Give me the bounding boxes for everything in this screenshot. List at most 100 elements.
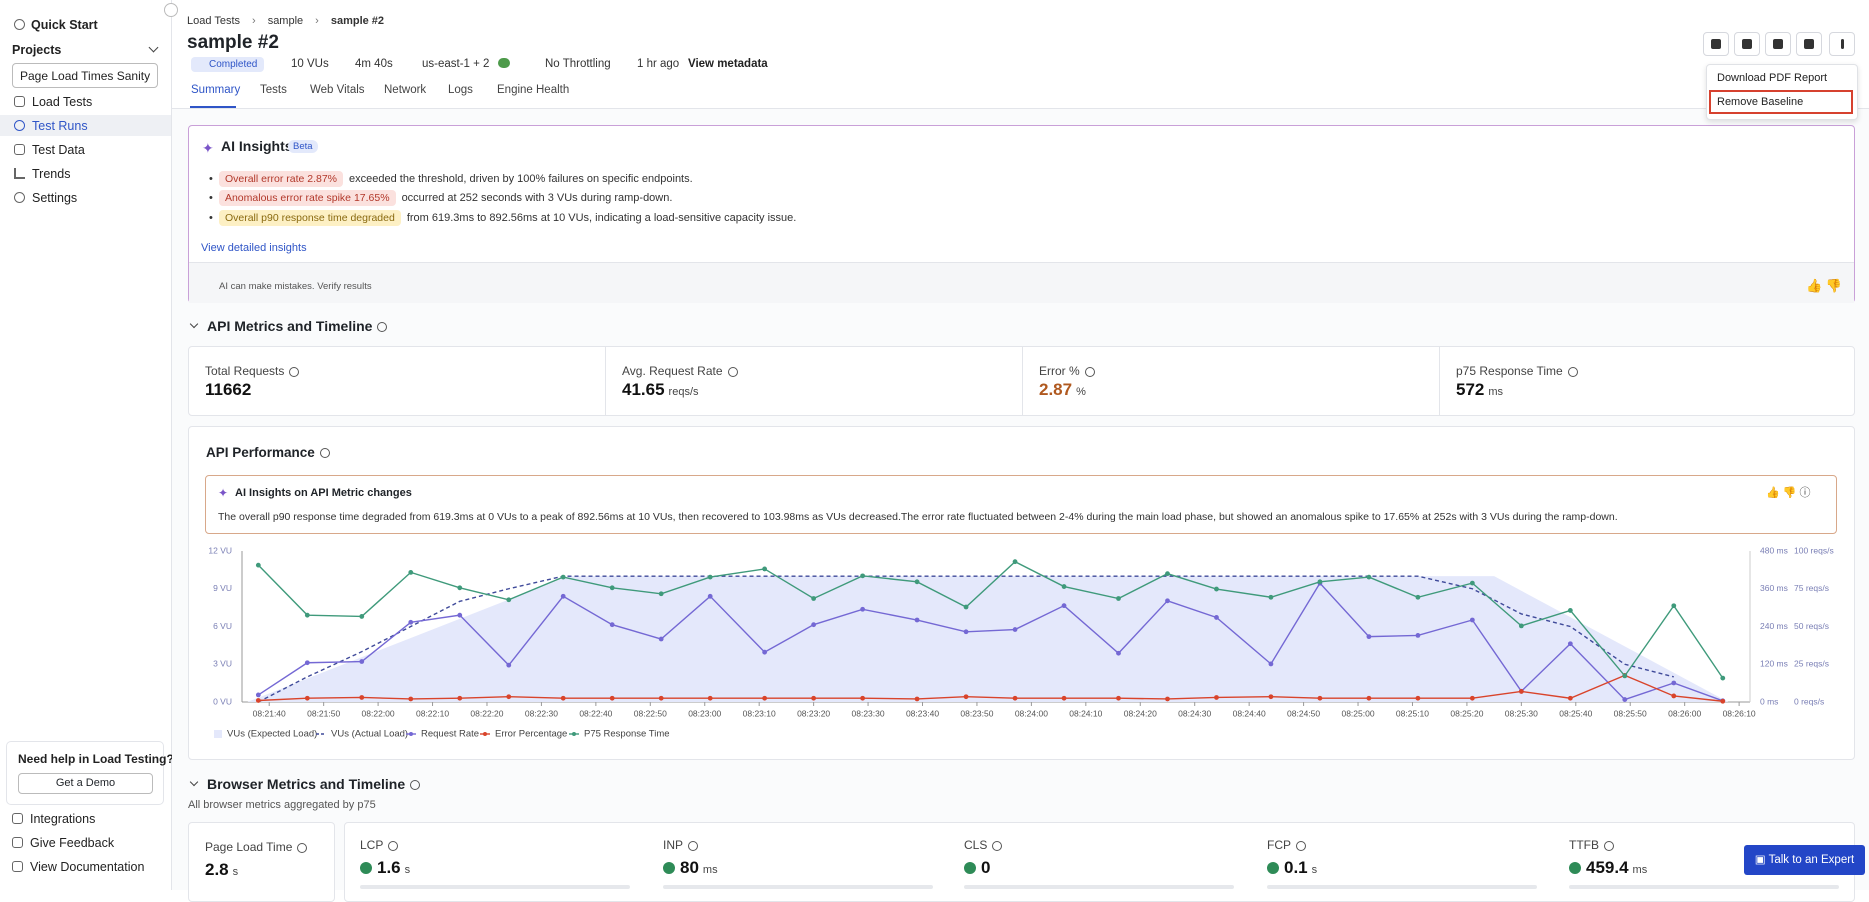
insight-chip: Anomalous error rate spike 17.65% bbox=[218, 190, 396, 206]
vital-value: 459.4 ms bbox=[1569, 858, 1647, 878]
vital-track bbox=[1267, 885, 1537, 889]
nav-item[interactable]: View Documentation bbox=[12, 860, 144, 874]
metric-label: Page Load Time bbox=[205, 840, 308, 854]
menu-item[interactable]: Remove Baseline bbox=[1717, 96, 1804, 108]
info-icon bbox=[1567, 366, 1578, 377]
insight-text: occurred at 252 seconds with 3 VUs durin… bbox=[401, 192, 673, 204]
ai-insights-card: ✦ AI Insights Beta • Overall error rate … bbox=[188, 125, 1855, 303]
nav-item[interactable]: Trends bbox=[14, 167, 70, 181]
info-icon bbox=[297, 842, 308, 853]
nav-text: Test Runs bbox=[32, 119, 88, 133]
metric-divider bbox=[605, 346, 606, 416]
vital-unit: s bbox=[404, 864, 411, 876]
metric-value: 2.87% bbox=[1039, 380, 1086, 400]
icon bbox=[1841, 39, 1844, 49]
breadcrumb[interactable]: sample bbox=[267, 15, 304, 27]
vital-track bbox=[360, 885, 630, 889]
metric-value-text: 2.87 bbox=[1039, 380, 1073, 399]
view-metadata[interactable]: View metadata bbox=[688, 58, 768, 70]
nav-item[interactable]: Load Tests bbox=[14, 95, 92, 109]
tab[interactable]: Logs bbox=[448, 84, 473, 96]
breadcrumbs: Load Tests › sample › sample #2 bbox=[187, 15, 384, 27]
metric-label: p75 Response Time bbox=[1456, 364, 1578, 378]
tab[interactable]: Network bbox=[384, 84, 427, 96]
vital-track bbox=[1569, 885, 1839, 889]
vital-label-text: TTFB bbox=[1569, 838, 1599, 852]
toolbar-button[interactable] bbox=[1765, 32, 1791, 56]
api-insight-text: The overall p90 response time degraded f… bbox=[218, 511, 1618, 523]
tabs-border bbox=[172, 108, 1869, 109]
vital-unit: s bbox=[1311, 864, 1318, 876]
toolbar-button[interactable] bbox=[1796, 32, 1822, 56]
tab-underline bbox=[190, 106, 236, 108]
meta-item: No Throttling bbox=[545, 58, 611, 70]
vital-unit: ms bbox=[702, 864, 718, 876]
nav-item[interactable]: Give Feedback bbox=[12, 836, 114, 850]
detailed-insights-link[interactable]: View detailed insights bbox=[201, 242, 307, 254]
nav-item[interactable]: Test Runs bbox=[14, 119, 88, 133]
toolbar-button[interactable] bbox=[1829, 32, 1855, 56]
nav-item[interactable]: Test Data bbox=[14, 143, 85, 157]
quick-start[interactable]: Quick Start bbox=[14, 18, 98, 32]
metric-value: 572 ms bbox=[1456, 380, 1503, 400]
nav-text: Give Feedback bbox=[30, 836, 115, 850]
chevron[interactable] bbox=[148, 42, 159, 53]
ai-title: AI Insights bbox=[221, 138, 293, 154]
menu-item-highlight[interactable] bbox=[1709, 90, 1853, 114]
ai-footer bbox=[189, 262, 1854, 303]
vital-value-text: 0.1 bbox=[1284, 858, 1308, 877]
metric-value-text: 2.8 bbox=[205, 860, 229, 879]
vital-label-text: FCP bbox=[1267, 838, 1291, 852]
page-title: sample #2 bbox=[187, 32, 279, 53]
metric-value: 2.8 s bbox=[205, 860, 238, 880]
menu-item[interactable]: Download PDF Report bbox=[1717, 72, 1828, 84]
toolbar-button[interactable] bbox=[1703, 32, 1729, 56]
insight-chip: Overall p90 response time degraded bbox=[218, 210, 401, 226]
toolbar-button[interactable] bbox=[1734, 32, 1760, 56]
separator: › bbox=[252, 15, 256, 27]
nav-text: View Documentation bbox=[30, 860, 145, 874]
vital-value-text: 1.6 bbox=[377, 858, 401, 877]
tab[interactable]: Engine Health bbox=[497, 84, 570, 96]
vital-label-text: CLS bbox=[964, 838, 988, 852]
api-insight-title: AI Insights on API Metric changes bbox=[235, 487, 412, 499]
separator: › bbox=[315, 15, 319, 27]
insight-item: • Overall error rate 2.87% exceeded the t… bbox=[209, 171, 693, 187]
pass-icon bbox=[964, 862, 976, 874]
project-select[interactable]: Page Load Times Sanity bbox=[12, 63, 158, 88]
tab[interactable]: Summary bbox=[191, 84, 241, 96]
vital-label: LCP bbox=[360, 838, 399, 852]
demo-button[interactable]: Get a Demo bbox=[18, 773, 153, 794]
pass-icon bbox=[1569, 862, 1581, 874]
insight-text: from 619.3ms to 892.56ms at 10 VUs, indi… bbox=[406, 212, 797, 224]
nav-item[interactable]: Settings bbox=[14, 191, 77, 205]
metric-divider bbox=[1439, 346, 1440, 416]
vital-label-text: LCP bbox=[360, 838, 384, 852]
info-icon bbox=[377, 322, 388, 333]
meta-item: 4m 40s bbox=[355, 58, 393, 70]
api-insight-actions[interactable]: 👍 👎 ⓘ bbox=[1766, 487, 1811, 499]
meta-item: 10 VUs bbox=[291, 58, 329, 70]
metric-label: Total Requests bbox=[205, 364, 300, 378]
info-icon bbox=[727, 366, 738, 377]
insight-item: • Overall p90 response time degraded from… bbox=[209, 210, 797, 226]
tab[interactable]: Tests bbox=[260, 84, 287, 96]
chat-button[interactable]: ▣ Talk to an Expert bbox=[1744, 845, 1865, 875]
pass-icon bbox=[663, 862, 675, 874]
nav-text: Load Tests bbox=[32, 95, 93, 109]
vital: INP 80 ms bbox=[663, 838, 935, 890]
vital-value: 0 bbox=[964, 858, 990, 878]
breadcrumb: sample #2 bbox=[330, 15, 385, 27]
nav-item[interactable]: Integrations bbox=[12, 812, 95, 826]
breadcrumb[interactable]: Load Tests bbox=[187, 15, 241, 27]
disclaimer: AI can make mistakes. Verify results bbox=[219, 281, 372, 292]
thumbs[interactable]: 👍 👎 bbox=[1806, 278, 1842, 293]
vital-value: 80 ms bbox=[663, 858, 718, 878]
vital-label: TTFB bbox=[1569, 838, 1614, 852]
tab[interactable]: Web Vitals bbox=[310, 84, 365, 96]
collapse-button[interactable] bbox=[164, 3, 178, 17]
vital: TTFB 459.4 ms bbox=[1569, 838, 1841, 890]
page-load-card: Page Load Time 2.8 s bbox=[188, 822, 335, 902]
sparkle-icon: ✦ bbox=[202, 140, 214, 156]
